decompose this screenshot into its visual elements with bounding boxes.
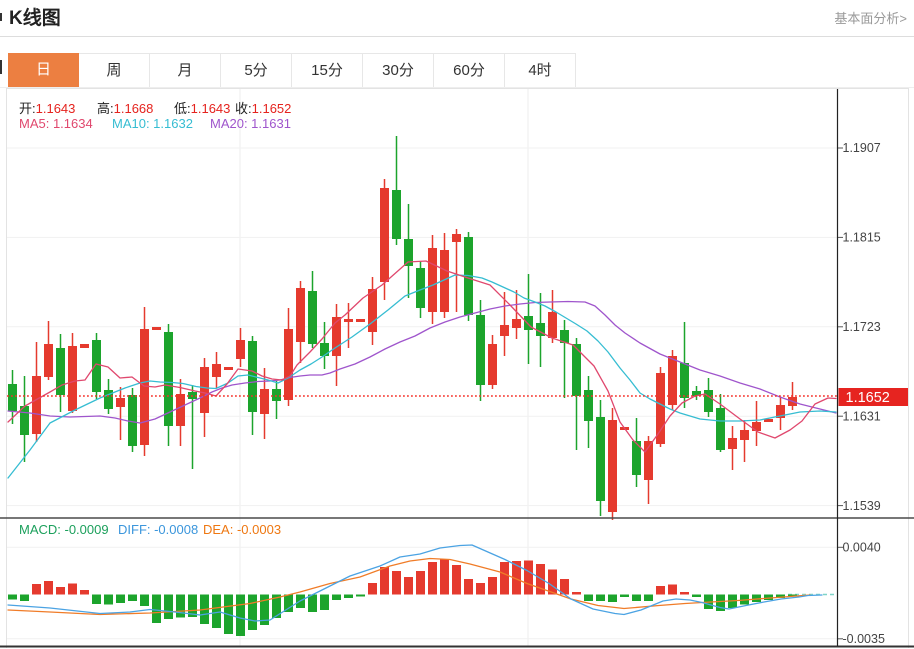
svg-text:1.1539: 1.1539 (843, 499, 881, 513)
svg-text:1.1723: 1.1723 (843, 320, 881, 334)
svg-text:1.1652: 1.1652 (846, 390, 890, 406)
svg-text:1.1815: 1.1815 (843, 231, 881, 245)
svg-text:1.1631: 1.1631 (843, 409, 881, 423)
svg-text:-0.0035: -0.0035 (843, 632, 885, 646)
svg-text:1.1907: 1.1907 (843, 141, 881, 155)
svg-text:0.0040: 0.0040 (843, 541, 881, 555)
